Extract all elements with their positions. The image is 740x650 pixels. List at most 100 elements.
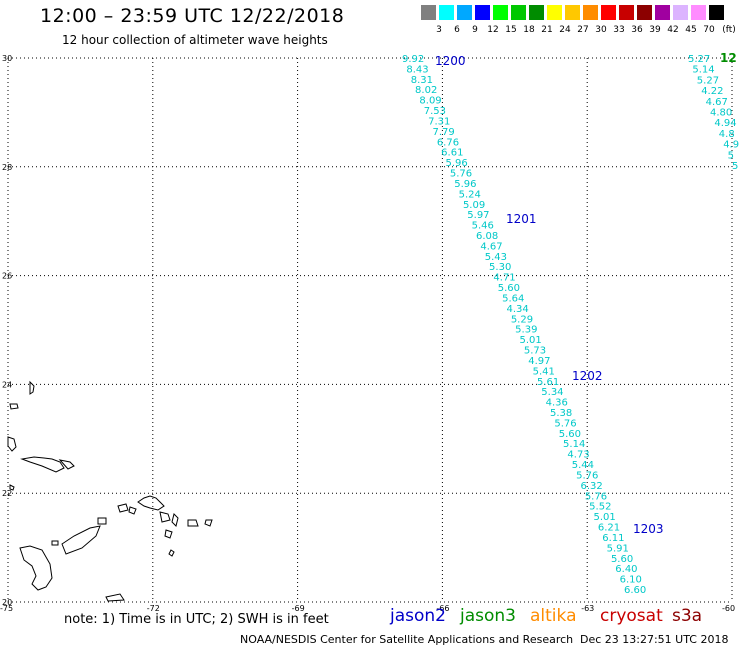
wave-height-point: 5.52 [589, 502, 611, 513]
lat-tick-label: 26 [2, 272, 12, 281]
wave-height-point: 7.53 [424, 106, 446, 117]
wave-height-point: 5.46 [472, 221, 494, 232]
wave-height-point: 5.61 [537, 377, 559, 388]
wave-height-point: 5.97 [467, 210, 489, 221]
legend-swatch [709, 5, 724, 20]
legend-label: 6 [454, 25, 460, 35]
legend-swatch [457, 5, 472, 20]
wave-height-point: 5.43 [485, 252, 507, 263]
island-coastline [9, 403, 19, 410]
wave-height-point: 8.09 [419, 96, 441, 107]
lon-tick-label: -63 [581, 604, 594, 613]
legend-swatch [439, 5, 454, 20]
lon-tick-label: -60 [722, 604, 735, 613]
island-coastline [164, 529, 173, 539]
island-coastline [117, 503, 129, 513]
legend-label: 33 [613, 25, 625, 35]
lat-tick-label: 20 [2, 598, 12, 607]
wave-height-point: 5.76 [576, 470, 598, 481]
legend-label: 18 [523, 25, 535, 35]
pass-time-label: 1202 [572, 369, 603, 383]
wave-height-point: 5.96 [446, 158, 468, 169]
wave-height-point: 8.02 [415, 85, 437, 96]
lon-tick-label: -75 [0, 604, 13, 613]
wave-height-point: 4.22 [701, 86, 723, 97]
island-coastline [7, 436, 17, 452]
legend-label: 70 [703, 25, 715, 35]
wave-height-point: 4.67 [480, 241, 502, 252]
satellite-cryosat-label: cryosat [600, 606, 663, 626]
legend-swatch [493, 5, 508, 20]
wave-height-point: 5.91 [607, 543, 629, 554]
wave-height-point: 6.76 [437, 137, 459, 148]
footer-note: note: 1) Time is in UTC; 2) SWH is in fe… [64, 612, 329, 627]
legend-label: 36 [631, 25, 643, 35]
lon-tick-label: -72 [147, 604, 160, 613]
legend-label: 27 [577, 25, 589, 35]
wave-height-point: 4.9 [723, 140, 739, 151]
island-coastline [97, 517, 107, 525]
legend-swatch [529, 5, 544, 20]
wave-height-point: 5.14 [563, 439, 585, 450]
wave-height-point: 5.44 [572, 460, 594, 471]
island-coastline [58, 459, 75, 470]
pass-time-label: 1200 [435, 54, 466, 68]
legend-swatch [547, 5, 562, 20]
wave-height-point: 4.80 [710, 108, 732, 119]
wave-height-point: 6.08 [476, 231, 498, 242]
legend-swatch [565, 5, 580, 20]
credit-line: NOAA/NESDIS Center for Satellite Applica… [240, 633, 574, 646]
wave-height-point: 5.01 [520, 335, 542, 346]
lon-tick-label: -69 [292, 604, 305, 613]
legend-label: 42 [667, 25, 679, 35]
island-coastline [171, 513, 179, 527]
wave-height-point: 6.61 [441, 148, 463, 159]
wave-height-point: 4.73 [567, 450, 589, 461]
island-coastline [137, 495, 165, 511]
wave-height-point: 5.39 [515, 325, 537, 336]
wave-height-point: 5.14 [692, 65, 714, 76]
legend-swatch [619, 5, 634, 20]
wave-height-point: 5.27 [697, 75, 719, 86]
wave-height-point: 4.71 [493, 273, 515, 284]
wave-height-point: 4.97 [528, 356, 550, 367]
satellite-altika-label: altika [530, 606, 577, 626]
lat-tick-label: 24 [2, 380, 12, 389]
wave-height-point: 6.11 [602, 533, 624, 544]
lon-tick-label: -66 [436, 604, 449, 613]
wave-height-point: 5.30 [489, 262, 511, 273]
wave-height-point: 4.94 [714, 118, 736, 129]
legend-swatch [601, 5, 616, 20]
wave-height-point: 5 [728, 150, 734, 161]
island-coastline [51, 540, 59, 546]
wave-height-point: 6.32 [580, 481, 602, 492]
wave-height-point: 5.38 [550, 408, 572, 419]
legend-label: 9 [472, 25, 478, 35]
pass-time-label: 1201 [506, 212, 537, 226]
island-coastline [61, 525, 101, 555]
legend-label: 3 [436, 25, 442, 35]
wave-height-point: 5.41 [533, 366, 555, 377]
wave-height-point: 5.96 [454, 179, 476, 190]
map-title: 12:00 – 23:59 UTC 12/22/2018 [40, 5, 345, 27]
wave-height-point: 6.10 [620, 575, 642, 586]
island-coastline [19, 545, 53, 591]
legend-label: 30 [595, 25, 607, 35]
island-coastline [128, 506, 137, 515]
lat-tick-label: 30 [2, 54, 12, 63]
island-coastline [20, 456, 65, 473]
wave-height-point: 5.76 [554, 418, 576, 429]
island-coastline [105, 593, 125, 602]
pass-time-label: 12 [720, 51, 737, 65]
legend-swatch [511, 5, 526, 20]
wave-height-point: 8.31 [411, 75, 433, 86]
wave-height-point: 5 [732, 161, 738, 172]
wave-height-point: 5.76 [585, 491, 607, 502]
satellite-jason2-label: jason2 [390, 606, 446, 626]
wave-height-point: 5.24 [459, 189, 481, 200]
wave-height-point: 5.27 [688, 54, 710, 65]
wave-height-point: 5.73 [524, 346, 546, 357]
legend-swatch [655, 5, 670, 20]
legend-label: 12 [487, 25, 499, 35]
